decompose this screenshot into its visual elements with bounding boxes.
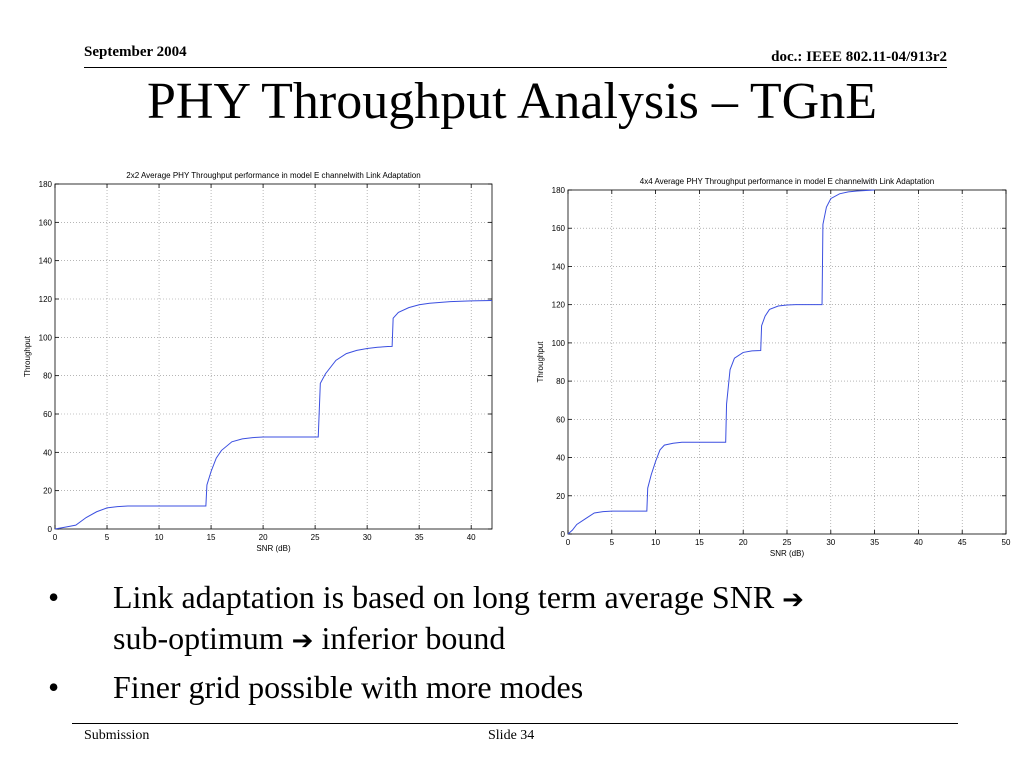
header-date: September 2004 bbox=[84, 44, 187, 60]
bullet-item-link-adaptation: • Link adaptation is based on long term … bbox=[40, 578, 1000, 660]
x-tick-label: 20 bbox=[739, 538, 748, 547]
y-tick-label: 20 bbox=[556, 492, 565, 501]
y-tick-label: 160 bbox=[552, 224, 566, 233]
x-tick-label: 0 bbox=[566, 538, 571, 547]
bullet-marker: • bbox=[48, 579, 60, 615]
y-tick-label: 160 bbox=[39, 218, 53, 227]
y-tick-label: 0 bbox=[48, 525, 53, 534]
chart-title: 4x4 Average PHY Throughput performance i… bbox=[640, 177, 934, 186]
x-tick-label: 25 bbox=[311, 533, 320, 542]
footer-submission: Submission bbox=[84, 728, 150, 743]
x-tick-label: 15 bbox=[207, 533, 216, 542]
y-tick-label: 20 bbox=[43, 487, 52, 496]
x-tick-label: 45 bbox=[958, 538, 967, 547]
x-tick-label: 40 bbox=[467, 533, 476, 542]
x-tick-label: 20 bbox=[259, 533, 268, 542]
footer-slide-number: Slide 34 bbox=[488, 728, 535, 743]
x-axis-label: SNR (dB) bbox=[256, 544, 291, 553]
x-tick-label: 35 bbox=[415, 533, 424, 542]
y-tick-label: 140 bbox=[552, 262, 566, 271]
bullet-text: Finer grid possible with more modes bbox=[113, 669, 584, 705]
footer-rule bbox=[72, 723, 958, 724]
chart-4x4-throughput: 4x4 Average PHY Throughput performance i… bbox=[528, 168, 1014, 563]
x-tick-label: 5 bbox=[610, 538, 615, 547]
y-tick-label: 100 bbox=[39, 333, 53, 342]
y-tick-label: 120 bbox=[552, 301, 566, 310]
throughput-series-line bbox=[567, 189, 875, 535]
y-tick-label: 60 bbox=[556, 415, 565, 424]
x-tick-label: 10 bbox=[155, 533, 164, 542]
y-tick-label: 100 bbox=[552, 339, 566, 348]
header-rule bbox=[84, 67, 947, 68]
x-tick-label: 15 bbox=[695, 538, 704, 547]
slide-title: PHY Throughput Analysis – TGnE bbox=[147, 73, 877, 130]
x-tick-label: 25 bbox=[783, 538, 792, 547]
y-tick-label: 80 bbox=[43, 372, 52, 381]
bullet-item-finer-grid: • Finer grid possible with more modes bbox=[40, 668, 1000, 706]
right-arrow-icon: ➔ bbox=[291, 626, 314, 656]
bullet-marker: • bbox=[48, 669, 60, 705]
x-tick-label: 35 bbox=[870, 538, 879, 547]
x-tick-label: 5 bbox=[105, 533, 110, 542]
bullet-list: • Link adaptation is based on long term … bbox=[40, 578, 1000, 714]
y-tick-label: 120 bbox=[39, 295, 53, 304]
throughput-series-line bbox=[54, 300, 493, 530]
y-tick-label: 140 bbox=[39, 257, 53, 266]
y-axis-label: Throughput bbox=[536, 341, 545, 383]
bullet-text-part-3: inferior bound bbox=[313, 620, 506, 656]
x-tick-label: 30 bbox=[363, 533, 372, 542]
x-tick-label: 0 bbox=[53, 533, 58, 542]
bullet-text-part-2: sub-optimum bbox=[113, 620, 292, 656]
y-tick-label: 180 bbox=[39, 180, 53, 189]
y-tick-label: 80 bbox=[556, 377, 565, 386]
x-tick-label: 30 bbox=[826, 538, 835, 547]
y-axis-label: Throughput bbox=[23, 335, 32, 377]
chart-title: 2x2 Average PHY Throughput performance i… bbox=[126, 171, 420, 180]
chart-2x2-throughput: 2x2 Average PHY Throughput performance i… bbox=[18, 163, 500, 558]
header-doc-id: doc.: IEEE 802.11-04/913r2 bbox=[771, 49, 947, 65]
x-tick-label: 40 bbox=[914, 538, 923, 547]
bullet-text-part-1: Link adaptation is based on long term av… bbox=[113, 579, 783, 615]
x-tick-label: 50 bbox=[1002, 538, 1011, 547]
right-arrow-icon: ➔ bbox=[782, 585, 804, 615]
y-tick-label: 0 bbox=[561, 530, 566, 539]
x-axis-label: SNR (dB) bbox=[770, 549, 805, 558]
y-tick-label: 180 bbox=[552, 186, 566, 195]
plot-frame bbox=[54, 183, 493, 530]
y-tick-label: 60 bbox=[43, 410, 52, 419]
x-tick-label: 10 bbox=[651, 538, 660, 547]
y-tick-label: 40 bbox=[556, 454, 565, 463]
y-tick-label: 40 bbox=[43, 448, 52, 457]
